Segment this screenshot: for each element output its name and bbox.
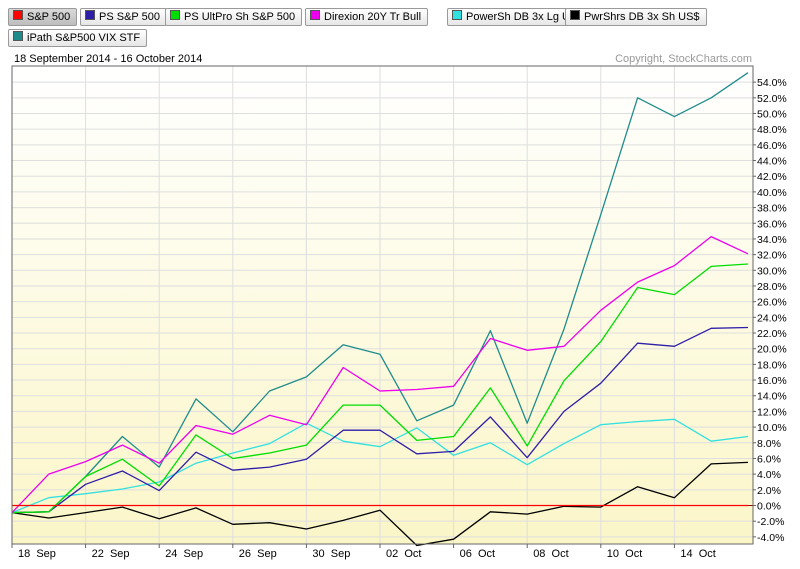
legend-label: PowerSh DB 3x Lg US$ [466,11,584,23]
x-tick-label: 18 Sep [18,548,56,560]
y-tick-label: 48.0% [757,124,787,136]
y-tick-label: 12.0% [757,406,787,418]
series-line-powersh-db-3x-lg-us- [11,418,749,514]
legend-label: PS UltPro Sh S&P 500 [184,11,296,23]
legend-item[interactable]: PS S&P 500 [80,8,167,26]
y-tick-label: 44.0% [757,156,787,168]
series-line-ps-ultpro-sh-s-p-500 [11,263,749,514]
y-tick-label: 54.0% [757,77,787,89]
y-tick-label: 40.0% [757,187,787,199]
y-tick-label: 16.0% [757,375,787,387]
x-tick-label: 30 Sep [312,548,350,560]
legend-swatch [570,10,580,20]
legend-label: PwrShrs DB 3x Sh US$ [584,11,700,23]
legend-swatch [452,10,462,20]
legend-swatch [310,10,320,20]
x-tick-label: 14 Oct [680,548,715,560]
x-tick-label: 02 Oct [386,548,421,560]
plot-background [12,66,753,544]
date-range-label: 18 September 2014 - 16 October 2014 [14,53,203,65]
x-tick-label: 10 Oct [607,548,642,560]
x-tick-label: 24 Sep [165,548,203,560]
y-tick-label: 24.0% [757,312,787,324]
legend-label: Direxion 20Y Tr Bull [324,11,422,23]
legend-item[interactable]: iPath S&P500 VIX STF [8,29,148,47]
y-tick-label: 18.0% [757,359,787,371]
legend-swatch [13,10,23,20]
y-tick-label: -2.0% [757,516,784,528]
y-tick-label: 42.0% [757,171,787,183]
y-tick-label: 0.0% [757,501,781,513]
y-tick-label: 22.0% [757,328,787,340]
x-tick-label: 06 Oct [460,548,495,560]
series-line-ipath-s-p500-vix-stf [11,72,749,514]
x-tick-label: 08 Oct [533,548,568,560]
y-tick-label: 38.0% [757,203,787,215]
y-tick-label: 10.0% [757,422,787,434]
y-tick-label: 36.0% [757,218,787,230]
y-tick-label: 6.0% [757,453,781,465]
legend-swatch [170,10,180,20]
y-tick-label: 20.0% [757,344,787,356]
y-tick-label: 8.0% [757,438,781,450]
y-tick-label: 50.0% [757,109,787,121]
legend-item[interactable]: PowerSh DB 3x Lg US$ [447,8,591,26]
x-tick-label: 22 Sep [92,548,130,560]
legend-swatch [85,10,95,20]
plot-frame [11,65,754,545]
y-tick-label: 26.0% [757,297,787,309]
y-tick-label: 34.0% [757,234,787,246]
y-tick-label: 28.0% [757,281,787,293]
series-line-direxion-20y-tr-bull [11,235,749,514]
x-tick-label: 26 Sep [239,548,277,560]
legend-label: PS S&P 500 [99,11,160,23]
legend-item[interactable]: PS UltPro Sh S&P 500 [165,8,303,26]
series-line-ps-s-p-500 [11,326,749,514]
legend-label: iPath S&P500 VIX STF [27,32,141,44]
y-tick-label: 14.0% [757,391,787,403]
y-tick-label: 32.0% [757,250,787,262]
legend-item[interactable]: Direxion 20Y Tr Bull [305,8,429,26]
y-tick-label: 4.0% [757,469,781,481]
legend-label: S&P 500 [27,11,71,23]
y-tick-label: 46.0% [757,140,787,152]
legend-swatch [13,31,23,41]
y-tick-label: 30.0% [757,265,787,277]
y-tick-label: 2.0% [757,485,781,497]
y-tick-label: -4.0% [757,532,784,544]
copyright-label: Copyright, StockCharts.com [615,53,752,65]
legend-item[interactable]: PwrShrs DB 3x Sh US$ [565,8,707,26]
legend-item[interactable]: S&P 500 [8,8,78,26]
series-line-pwrshrs-db-3x-sh-us- [11,461,749,547]
y-tick-label: 52.0% [757,93,787,105]
